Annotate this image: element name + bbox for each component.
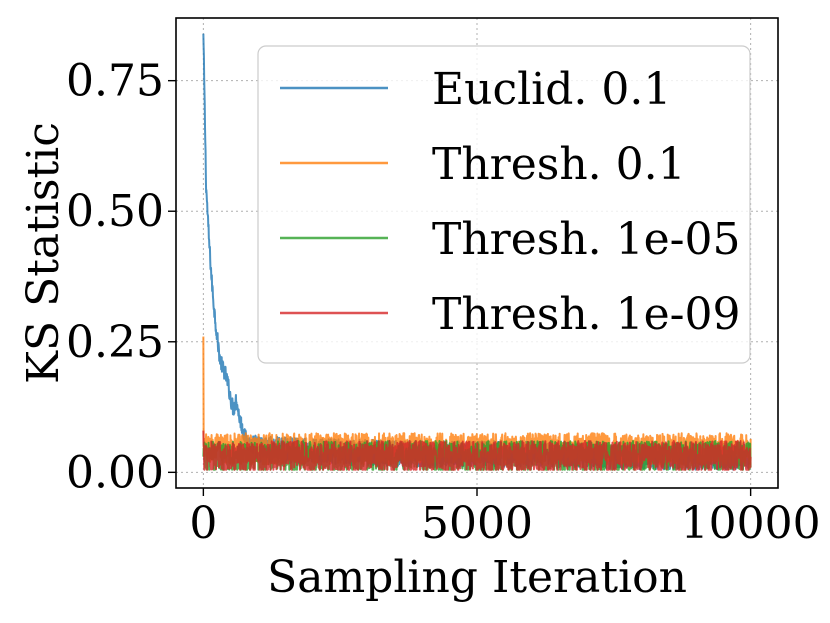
legend-box bbox=[257, 45, 751, 364]
x-tick-label: 10000 bbox=[681, 498, 821, 549]
y-tick-label: 0.50 bbox=[66, 186, 164, 237]
legend-label: Thresh. 1e-05 bbox=[432, 214, 741, 265]
y-axis-label: KS Statistic bbox=[18, 122, 69, 384]
y-tick-label: 0.75 bbox=[66, 56, 164, 107]
ticks: 0 5000 10000 0.00 0.25 0.50 0.75 bbox=[66, 56, 821, 549]
legend: Euclid. 0.1 Thresh. 0.1 Thresh. 1e-05 Thres… bbox=[257, 45, 751, 364]
x-tick-label: 5000 bbox=[421, 498, 533, 549]
y-tick-label: 0.00 bbox=[66, 447, 164, 498]
legend-label: Thresh. 1e-09 bbox=[432, 289, 741, 340]
x-axis-label: Sampling Iteration bbox=[267, 552, 687, 603]
y-tick-label: 0.25 bbox=[66, 317, 164, 368]
series-layer bbox=[202, 33, 752, 471]
legend-label: Euclid. 0.1 bbox=[432, 64, 671, 115]
x-tick-label: 0 bbox=[189, 498, 217, 549]
series-line-4 bbox=[202, 430, 752, 471]
legend-label: Thresh. 0.1 bbox=[432, 139, 686, 190]
